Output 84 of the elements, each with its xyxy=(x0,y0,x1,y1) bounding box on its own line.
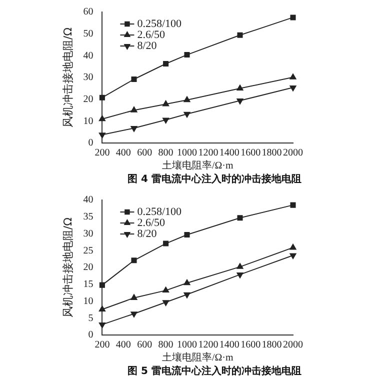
point xyxy=(236,98,244,104)
legend-label: 8/20 xyxy=(137,40,158,52)
y-tick-label: 20 xyxy=(83,262,94,274)
y-tick-label: 40 xyxy=(83,50,94,62)
point xyxy=(99,282,105,288)
x-tick-label: 800 xyxy=(158,148,174,159)
y-axis-title: 风机冲击接地电阻/Ω xyxy=(61,217,74,318)
caption: 图 5 雷电流中心注入时的冲击接地电阻 xyxy=(126,364,302,379)
point xyxy=(290,85,296,92)
x-tick-label: 1800 xyxy=(262,148,282,159)
point xyxy=(236,263,244,269)
x-tick-label: 200 xyxy=(94,340,110,351)
point xyxy=(184,279,190,286)
x-tick-label: 1400 xyxy=(219,148,240,159)
point xyxy=(131,76,137,82)
legend-label: 2.6/50 xyxy=(137,28,166,41)
y-tick-label: 0 xyxy=(88,330,94,341)
y-axis-title: 风机冲击接地电阻/Ω xyxy=(61,27,74,128)
y-tick-label: 15 xyxy=(83,279,94,290)
point xyxy=(290,253,296,260)
point xyxy=(131,258,137,264)
y-tick-label: 60 xyxy=(83,6,94,18)
point xyxy=(162,300,170,306)
point xyxy=(290,202,296,208)
point xyxy=(184,232,190,238)
x-tick-label: 600 xyxy=(137,340,152,351)
legend-label: 2.6/50 xyxy=(137,216,166,229)
x-tick-label: 1200 xyxy=(198,340,218,351)
x-tick-label: 1800 xyxy=(262,340,282,351)
y-tick-label: 10 xyxy=(83,296,94,307)
legend-label: 0.258/100 xyxy=(137,18,182,30)
x-axis-title: 土壤电阻率/Ω·m xyxy=(162,160,234,172)
point xyxy=(98,306,106,312)
y-tick-label: 20 xyxy=(83,94,94,105)
point xyxy=(237,215,243,221)
point xyxy=(184,292,190,298)
x-tick-label: 800 xyxy=(158,340,174,351)
x-tick-label: 1600 xyxy=(240,340,261,351)
point xyxy=(163,60,169,67)
caption: 图 4 雷电流中心注入时的冲击接地电阻 xyxy=(126,172,302,187)
point xyxy=(236,84,244,91)
point xyxy=(184,112,190,118)
x-tick-label: 1000 xyxy=(177,148,197,159)
y-tick-label: 30 xyxy=(83,72,94,84)
y-tick-label: 30 xyxy=(83,228,94,240)
y-tick-label: 25 xyxy=(83,245,94,256)
point xyxy=(130,312,138,318)
point xyxy=(290,14,296,20)
point xyxy=(162,286,170,293)
x-tick-label: 1000 xyxy=(177,340,197,351)
point xyxy=(130,294,138,300)
y-tick-label: 10 xyxy=(83,116,94,127)
point xyxy=(98,322,106,328)
x-tick-label: 1200 xyxy=(198,148,218,159)
y-tick-label: 40 xyxy=(83,194,94,206)
y-tick-label: 0 xyxy=(88,138,94,149)
x-tick-label: 1400 xyxy=(219,340,240,351)
y-tick-label: 50 xyxy=(83,28,94,40)
y-tick-label: 5 xyxy=(88,312,94,324)
point xyxy=(236,272,244,278)
x-tick-label: 400 xyxy=(116,148,131,159)
point xyxy=(98,132,106,138)
x-tick-label: 1600 xyxy=(240,148,261,159)
point xyxy=(130,106,138,112)
point xyxy=(130,126,138,132)
point xyxy=(162,100,170,106)
legend-label: 8/20 xyxy=(137,228,158,240)
x-axis-title: 土壤电阻率/Ω·m xyxy=(162,352,234,364)
point xyxy=(99,94,105,100)
point xyxy=(184,96,190,102)
point xyxy=(163,240,169,246)
x-tick-label: 600 xyxy=(137,148,152,159)
point xyxy=(237,32,243,38)
point xyxy=(290,244,296,250)
legend-label: 0.258/100 xyxy=(137,206,182,218)
x-tick-label: 2000 xyxy=(283,148,303,159)
point xyxy=(184,52,190,58)
point xyxy=(162,118,170,124)
x-tick-label: 400 xyxy=(116,340,131,351)
point xyxy=(290,74,296,80)
point xyxy=(98,115,106,122)
x-tick-label: 200 xyxy=(94,148,110,159)
x-tick-label: 2000 xyxy=(283,340,303,351)
y-tick-label: 35 xyxy=(83,212,94,222)
